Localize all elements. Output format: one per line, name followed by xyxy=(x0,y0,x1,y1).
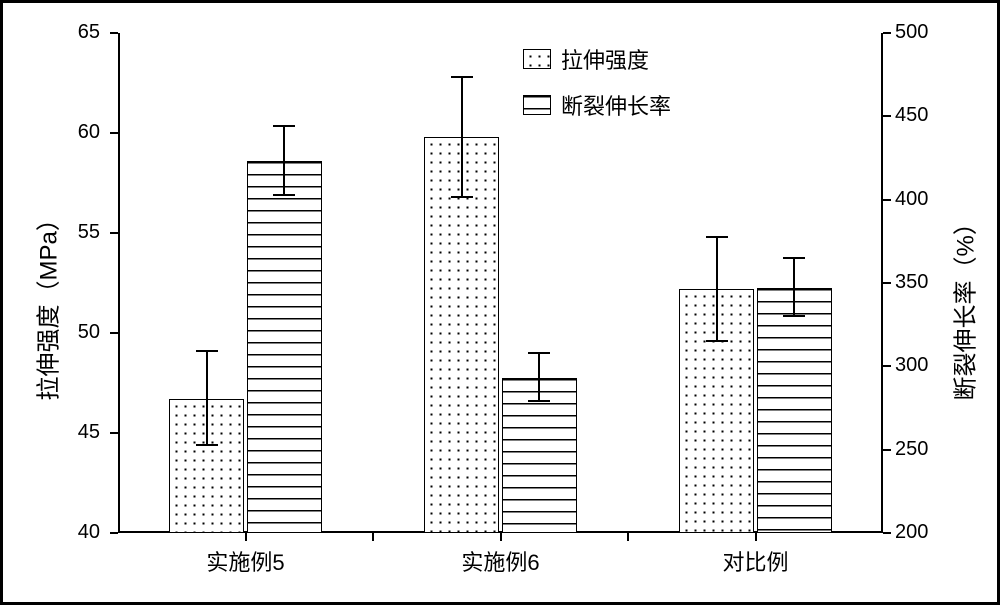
error-bar xyxy=(538,353,540,401)
error-cap xyxy=(706,340,728,342)
legend-label-elongation: 断裂伸长率 xyxy=(561,89,671,121)
y-right-tick-label: 200 xyxy=(895,521,928,544)
y-left-tick-label: 40 xyxy=(78,521,100,544)
y-left-tick-label: 60 xyxy=(78,121,100,144)
y-left-tick-label: 45 xyxy=(78,421,100,444)
error-cap xyxy=(451,76,473,78)
bar xyxy=(247,161,322,533)
legend-swatch-hlines-icon xyxy=(523,95,551,115)
error-cap xyxy=(783,257,805,259)
y-right-tick-label: 500 xyxy=(895,21,928,44)
bar xyxy=(757,288,832,533)
error-cap xyxy=(273,194,295,196)
y-right-tick-label: 350 xyxy=(895,271,928,294)
y-right-tick-label: 250 xyxy=(895,438,928,461)
error-cap xyxy=(196,444,218,446)
y-left-tick-label: 50 xyxy=(78,321,100,344)
error-bar xyxy=(283,126,285,194)
error-bar xyxy=(206,351,208,445)
y-left-tick-label: 65 xyxy=(78,21,100,44)
legend-item-tensile: 拉伸强度 xyxy=(523,43,671,75)
error-cap xyxy=(528,400,550,402)
legend-item-elongation: 断裂伸长率 xyxy=(523,89,671,121)
legend-swatch-dotted-icon xyxy=(523,49,551,69)
y-axis-right-label: 断裂伸长率（%） xyxy=(946,211,981,400)
legend: 拉伸强度 断裂伸长率 xyxy=(523,43,671,135)
error-cap xyxy=(273,125,295,127)
error-cap xyxy=(528,352,550,354)
error-bar xyxy=(793,258,795,316)
error-cap xyxy=(706,236,728,238)
y-left-tick-label: 55 xyxy=(78,221,100,244)
y-right-tick-label: 400 xyxy=(895,188,928,211)
error-cap xyxy=(196,350,218,352)
error-bar xyxy=(716,237,718,341)
y-right-tick-label: 300 xyxy=(895,354,928,377)
error-bar xyxy=(461,77,463,197)
category-label: 对比例 xyxy=(696,545,816,577)
y-right-tick-label: 450 xyxy=(895,104,928,127)
category-label: 实施例6 xyxy=(441,545,561,577)
error-cap xyxy=(783,315,805,317)
legend-label-tensile: 拉伸强度 xyxy=(561,43,649,75)
category-label: 实施例5 xyxy=(186,545,306,577)
chart-frame: 拉伸强度（MPa） 断裂伸长率（%） 拉伸强度 断裂伸长率 4045505560… xyxy=(0,0,1000,605)
error-cap xyxy=(451,196,473,198)
